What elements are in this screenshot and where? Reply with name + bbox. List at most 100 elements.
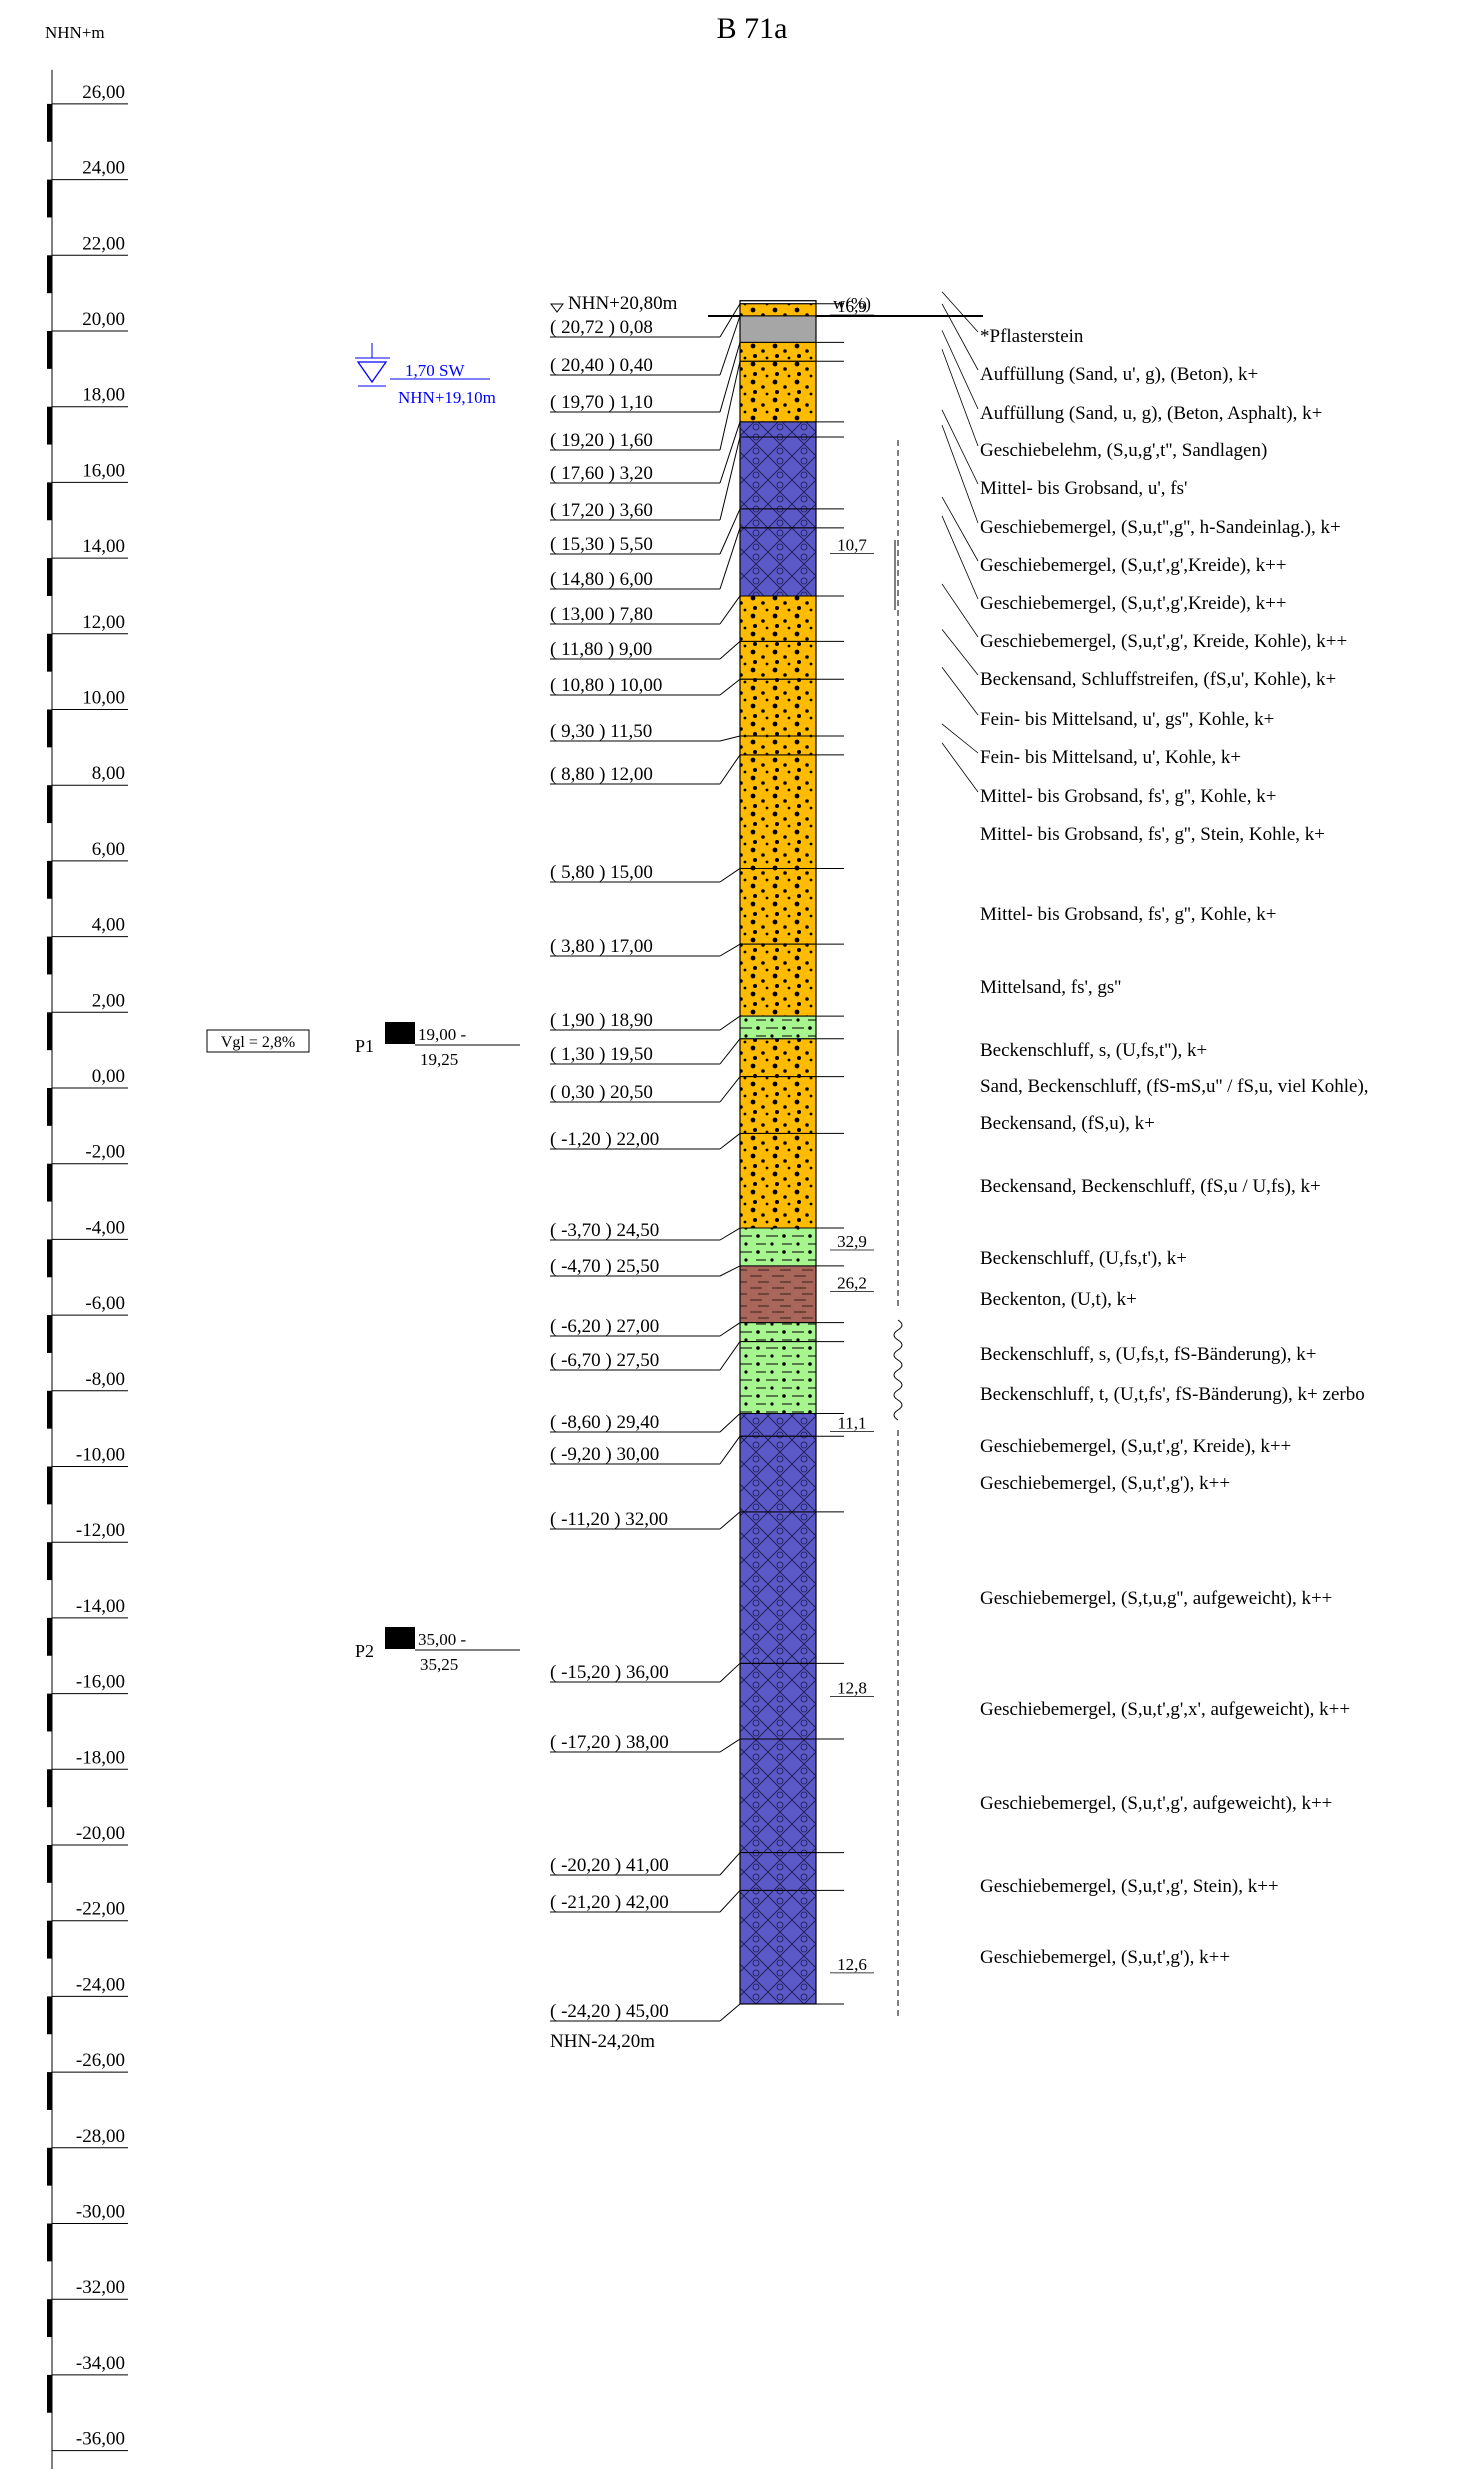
soil-column [739, 300, 817, 2005]
axis-scale-bar [47, 1390, 52, 1429]
soil-layer-pattern [740, 1322, 816, 1342]
description-leader [941, 424, 979, 524]
axis-tick-label: -8,00 [85, 1369, 125, 1390]
axis-tick-label: 8,00 [92, 763, 125, 784]
soil-layer-pattern [740, 754, 816, 869]
depth-leader [719, 303, 741, 338]
depth-leader [719, 1133, 741, 1150]
soil-layer-pattern [740, 1739, 816, 1853]
axis-tick-label: -28,00 [76, 2126, 125, 2147]
water-content-header: w(%) [833, 294, 871, 313]
description-leader [941, 349, 979, 447]
soil-layer-pattern [740, 1265, 816, 1323]
axis-tick-label: 14,00 [82, 536, 125, 557]
axis-scale-bar [47, 1769, 52, 1808]
axis-scale-bar [47, 785, 52, 824]
axis-tick-label: -32,00 [76, 2277, 125, 2298]
depth-leader [719, 421, 741, 484]
depth-labels: ( 20,72 ) 0,08 ( 20,40 ) 0,40 ( 19,70 ) 1,… [550, 303, 844, 2022]
soil-layer-pattern [740, 1133, 816, 1229]
depth-label: ( 8,80 ) 12,00 [550, 764, 653, 785]
soil-layer-pattern [740, 595, 816, 642]
water-content-value: 12,6 [837, 1955, 867, 1974]
soil-layer-pattern [740, 1016, 816, 1039]
sample-p2: P2 35,00 - 35,25 [355, 1627, 520, 1674]
axis-tick-label: 16,00 [82, 460, 125, 481]
depth-label: ( -8,60 ) 29,40 [550, 1412, 659, 1433]
depth-label: ( 19,70 ) 1,10 [550, 392, 653, 413]
depth-label: ( -6,70 ) 27,50 [550, 1350, 659, 1371]
axis-tick-label: -2,00 [85, 1142, 125, 1163]
layer-description: Mittel- bis Grobsand, fs', g'', Kohle, k… [980, 904, 1276, 925]
depth-leader [719, 754, 741, 785]
axis-scale-bar [47, 255, 52, 294]
depth-leader [719, 1413, 741, 1433]
soil-layer-pattern [740, 342, 816, 362]
elevation-axis-label: NHN+m [45, 23, 105, 42]
depth-leader [719, 342, 741, 413]
soil-layer-pattern [740, 1852, 816, 1891]
soil-layer-pattern [740, 1076, 816, 1134]
depth-label: ( 14,80 ) 6,00 [550, 569, 653, 590]
groundwater-marker: 1,70 SW NHN+19,10m [355, 343, 496, 407]
gradient-note: Vgl = 2,8% [206, 1029, 310, 1053]
depth-leader [719, 2003, 741, 2022]
axis-tick-label: -30,00 [76, 2202, 125, 2223]
layer-description: Geschiebemergel, (S,u,t'',g'', h-Sandein… [980, 517, 1341, 538]
depth-leader [719, 315, 741, 376]
axis-tick-label: -24,00 [76, 1974, 125, 1995]
depth-leader [719, 1662, 741, 1683]
description-leader [941, 303, 979, 371]
soil-layer-pattern [740, 679, 816, 736]
bottom-elevation-label: NHN-24,20m [550, 2031, 655, 2052]
depth-label: ( -4,70 ) 25,50 [550, 1256, 659, 1277]
depth-leader [719, 1038, 741, 1065]
water-content-value: 11,1 [837, 1414, 866, 1433]
sample-p2-marker [385, 1627, 415, 1649]
axis-scale-bar [47, 1996, 52, 2035]
axis-tick-label: -14,00 [76, 1596, 125, 1617]
depth-leader [719, 1435, 741, 1465]
axis-tick-label: 20,00 [82, 309, 125, 330]
axis-scale-bar [47, 2147, 52, 2186]
axis-tick-label: -36,00 [76, 2429, 125, 2450]
axis-scale-bar [47, 482, 52, 521]
soil-layer-pattern [740, 944, 816, 1017]
layer-description: Geschiebemergel, (S,u,t',g'), k++ [980, 1947, 1230, 1968]
soil-layer-pattern [740, 1663, 816, 1740]
soil-layer-pattern [740, 361, 816, 422]
depth-label: ( 10,80 ) 10,00 [550, 675, 662, 696]
depth-leader [719, 436, 741, 521]
depth-label: ( -11,20 ) 32,00 [550, 1509, 668, 1530]
description-leader [941, 409, 979, 485]
depth-label: ( -6,20 ) 27,00 [550, 1316, 659, 1337]
depth-leader [719, 1265, 741, 1277]
groundwater-elevation: NHN+19,10m [398, 388, 496, 407]
ground-level-label: NHN+20,80m [568, 293, 678, 314]
soil-layer-pattern [740, 868, 816, 945]
layer-description: Auffüllung (Sand, u', g), (Beton), k+ [980, 364, 1258, 385]
depth-label: ( -21,20 ) 42,00 [550, 1892, 669, 1913]
depth-leader [719, 1890, 741, 1913]
soil-layer-pattern [740, 527, 816, 596]
layer-description: Geschiebemergel, (S,u,t',g', Kreide), k+… [980, 1436, 1291, 1457]
axis-scale-bar [47, 2072, 52, 2110]
axis-scale-bar [47, 709, 52, 748]
axis-tick-label: -26,00 [76, 2050, 125, 2071]
depth-label: ( 15,30 ) 5,50 [550, 534, 653, 555]
soil-layer-pattern [740, 1228, 816, 1266]
axis-tick-label: -18,00 [76, 1747, 125, 1768]
description-leader [941, 723, 979, 754]
axis-scale-bar [47, 1617, 52, 1656]
layer-description: Beckensand, (fS,u), k+ [980, 1113, 1155, 1134]
axis-scale-bar [47, 1845, 52, 1883]
axis-scale-bar [47, 331, 52, 369]
depth-label: ( 17,20 ) 3,60 [550, 500, 653, 521]
axis-scale-bar [47, 1239, 52, 1278]
depth-leader [719, 1511, 741, 1530]
layer-description: Beckensand, Beckenschluff, (fS,u / U,fs)… [980, 1176, 1321, 1197]
layer-description: Mittel- bis Grobsand, fs', g'', Kohle, k… [980, 786, 1276, 807]
depth-leader [719, 678, 741, 696]
axis-scale-bar [47, 179, 52, 218]
